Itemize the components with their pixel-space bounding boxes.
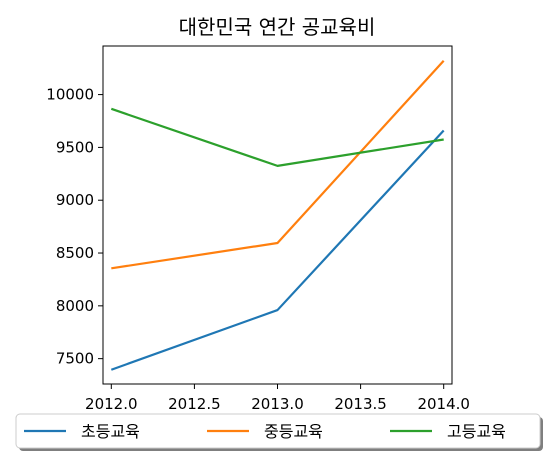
x-tick-label: 2012.5 [168, 395, 221, 413]
y-tick-label: 9000 [56, 191, 94, 209]
y-tick-label: 9500 [56, 138, 94, 156]
chart-title: 대한민국 연간 공교육비 [179, 15, 376, 39]
series-line [111, 60, 445, 270]
y-tick-label: 7500 [56, 350, 94, 368]
axes-frame [102, 45, 453, 385]
series-line [110, 107, 444, 167]
y-tick-label: 8000 [56, 297, 94, 315]
x-tick-label: 2013.5 [334, 395, 387, 413]
series-line [110, 129, 445, 371]
legend-label: 고등교육 [447, 422, 506, 441]
legend: 초등교육 중등교육 고등교육 [15, 413, 543, 451]
legend-box [15, 413, 541, 449]
x-tick-label: 2013.0 [251, 395, 304, 413]
x-tick-label: 2012.0 [85, 395, 138, 413]
legend-label: 중등교육 [264, 422, 323, 441]
x-tick-label: 2014.0 [417, 395, 470, 413]
plot-area: 7500 8000 8500 9000 9500 10000 2012.0 2012.5 201… [46, 45, 470, 413]
y-tick-label: 8500 [56, 244, 94, 262]
y-tick-label: 10000 [46, 86, 94, 104]
legend-label: 초등교육 [81, 422, 140, 441]
